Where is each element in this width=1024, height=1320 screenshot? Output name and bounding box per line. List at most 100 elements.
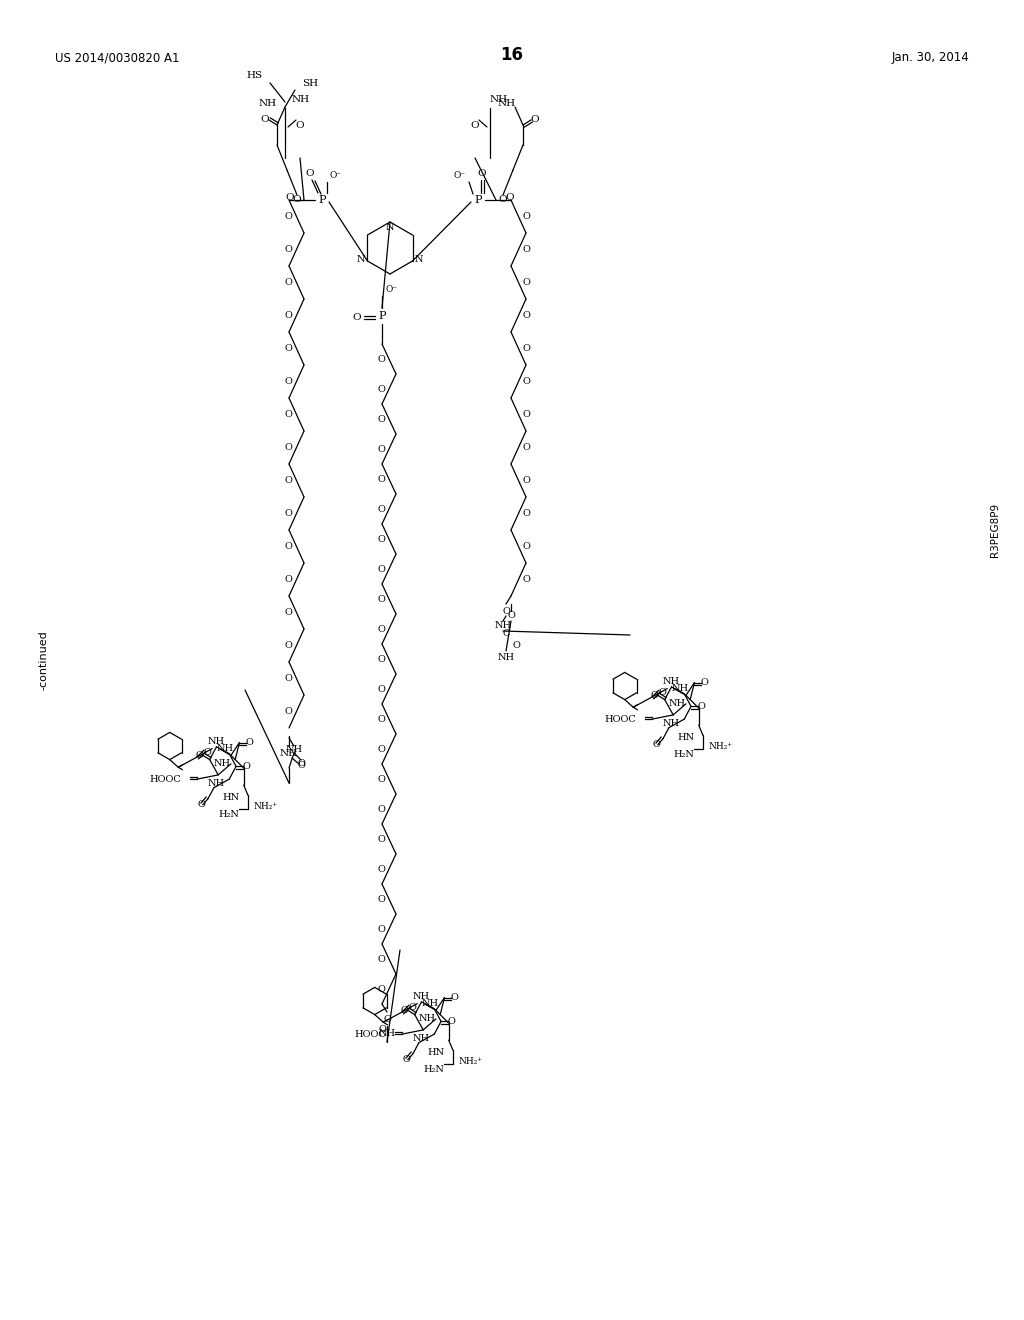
Text: O: O <box>522 543 530 550</box>
Text: O: O <box>377 804 385 813</box>
Text: O: O <box>377 895 385 903</box>
Text: O: O <box>447 1016 456 1026</box>
Text: HS: HS <box>247 71 263 81</box>
Text: NH: NH <box>216 744 233 752</box>
Text: O: O <box>243 762 250 771</box>
Text: NH: NH <box>286 746 302 755</box>
Text: O: O <box>285 510 293 517</box>
Text: NH: NH <box>419 1014 436 1023</box>
Text: O: O <box>285 345 293 352</box>
Text: O: O <box>451 993 459 1002</box>
Text: NH: NH <box>280 748 298 758</box>
Text: O: O <box>377 775 385 784</box>
Text: O: O <box>285 543 293 550</box>
Text: O: O <box>522 510 530 517</box>
Text: O: O <box>522 213 530 220</box>
Text: US 2014/0030820 A1: US 2014/0030820 A1 <box>55 51 179 65</box>
Text: HN: HN <box>677 734 694 742</box>
Text: O: O <box>285 642 293 649</box>
Text: O: O <box>377 655 385 664</box>
Text: O: O <box>285 609 293 616</box>
Text: NH: NH <box>672 684 688 693</box>
Text: O: O <box>306 169 314 177</box>
Text: O: O <box>377 865 385 874</box>
Text: NH: NH <box>669 700 686 709</box>
Text: N: N <box>415 255 423 264</box>
Text: O: O <box>522 345 530 352</box>
Text: O: O <box>285 279 293 286</box>
Text: P: P <box>378 312 386 321</box>
Text: O: O <box>377 685 385 693</box>
Text: O: O <box>297 762 305 771</box>
Text: O: O <box>296 120 304 129</box>
Text: O: O <box>377 565 385 573</box>
Text: O: O <box>697 702 706 711</box>
Text: O: O <box>522 279 530 286</box>
Text: NH: NH <box>208 779 225 788</box>
Text: O: O <box>377 924 385 933</box>
Text: O: O <box>512 642 520 651</box>
Text: O: O <box>522 312 530 319</box>
Text: O: O <box>522 411 530 418</box>
Text: O: O <box>522 477 530 484</box>
Text: O: O <box>377 744 385 754</box>
Text: O: O <box>285 411 293 418</box>
Text: O: O <box>400 1006 409 1015</box>
Text: O: O <box>377 474 385 483</box>
Text: O: O <box>700 678 709 688</box>
Text: P: P <box>474 195 481 205</box>
Text: O: O <box>297 759 305 767</box>
Text: O: O <box>409 1003 416 1012</box>
Text: NH: NH <box>379 1030 395 1039</box>
Text: O: O <box>477 169 486 177</box>
Text: N: N <box>357 255 366 264</box>
Text: O: O <box>506 194 514 202</box>
Text: O: O <box>285 477 293 484</box>
Text: O: O <box>502 606 510 615</box>
Text: O: O <box>530 116 540 124</box>
Text: O: O <box>507 611 515 620</box>
Text: NH: NH <box>413 993 430 1002</box>
Text: O: O <box>377 954 385 964</box>
Text: O: O <box>377 714 385 723</box>
Text: H₂N: H₂N <box>424 1065 444 1074</box>
Text: O: O <box>377 834 385 843</box>
Text: O: O <box>377 594 385 603</box>
Text: -continued: -continued <box>38 630 48 690</box>
Text: NH: NH <box>498 99 516 108</box>
Text: NH₂⁺: NH₂⁺ <box>459 1057 483 1065</box>
Text: O: O <box>293 195 301 205</box>
Text: HN: HN <box>222 793 240 803</box>
Text: O: O <box>377 624 385 634</box>
Text: NH: NH <box>422 999 438 1008</box>
Text: Jan. 30, 2014: Jan. 30, 2014 <box>891 51 969 65</box>
Text: O: O <box>652 741 660 750</box>
Text: O: O <box>377 504 385 513</box>
Text: O: O <box>650 690 658 700</box>
Text: O: O <box>285 444 293 451</box>
Text: N: N <box>386 223 394 231</box>
Text: O: O <box>377 355 385 363</box>
Text: O: O <box>522 246 530 253</box>
Text: NH: NH <box>413 1034 430 1043</box>
Text: O: O <box>377 445 385 454</box>
Text: O: O <box>261 116 269 124</box>
Text: O: O <box>352 313 361 322</box>
Text: NH: NH <box>259 99 278 108</box>
Text: O: O <box>383 1015 391 1023</box>
Text: O: O <box>377 384 385 393</box>
Text: O: O <box>658 688 666 697</box>
Text: HOOC: HOOC <box>605 714 637 723</box>
Text: R3PEG8P9: R3PEG8P9 <box>990 503 1000 557</box>
Text: O: O <box>286 194 294 202</box>
Text: NH: NH <box>489 95 508 104</box>
Text: P: P <box>318 195 326 205</box>
Text: HOOC: HOOC <box>355 1030 387 1039</box>
Text: O: O <box>285 246 293 253</box>
Text: O⁻: O⁻ <box>454 170 466 180</box>
Text: O: O <box>402 1055 411 1064</box>
Text: O: O <box>285 708 293 715</box>
Text: NH: NH <box>663 677 680 686</box>
Text: NH: NH <box>495 622 512 631</box>
Text: NH₂⁺: NH₂⁺ <box>709 742 733 751</box>
